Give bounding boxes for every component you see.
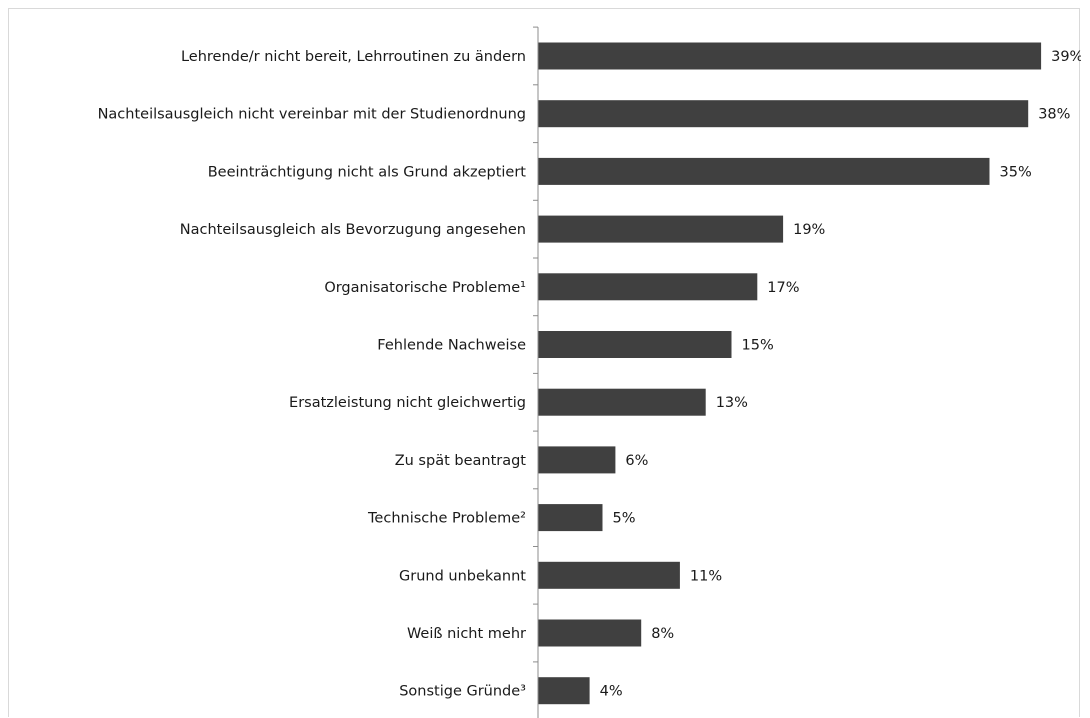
category-label-2: Beeinträchtigung nicht als Grund akzepti… — [208, 164, 527, 180]
category-label-4: Organisatorische Probleme¹ — [324, 280, 526, 296]
chart-frame: Lehrende/r nicht bereit, Lehrroutinen zu… — [8, 8, 1081, 718]
bar-11 — [538, 677, 590, 705]
bar-5 — [538, 331, 732, 358]
value-label-4: 17% — [767, 280, 799, 296]
value-labels: 39% 38% 35% 19% 17% 15% 13% 6% 5% 11% 8% 4% — [600, 49, 1081, 700]
value-label-3: 19% — [793, 222, 825, 238]
value-label-1: 38% — [1038, 107, 1070, 123]
value-label-5: 15% — [742, 338, 774, 354]
category-label-11: Sonstige Gründe³ — [399, 684, 526, 700]
category-label-9: Grund unbekannt — [399, 568, 526, 584]
category-label-5: Fehlende Nachweise — [377, 338, 526, 354]
bar-1 — [538, 100, 1029, 128]
category-label-6: Ersatzleistung nicht gleichwertig — [289, 395, 526, 411]
category-label-1: Nachteilsausgleich nicht vereinbar mit d… — [98, 107, 526, 123]
bar-4 — [538, 273, 758, 301]
value-label-6: 13% — [716, 395, 748, 411]
bar-10 — [538, 619, 642, 647]
bar-2 — [538, 157, 990, 185]
value-label-2: 35% — [1000, 164, 1032, 180]
bar-7 — [538, 446, 616, 474]
category-label-3: Nachteilsausgleich als Bevorzugung anges… — [180, 222, 526, 238]
bar-9 — [538, 561, 680, 589]
bar-chart: Lehrende/r nicht bereit, Lehrroutinen zu… — [98, 26, 1081, 718]
category-label-7: Zu spät beantragt — [395, 453, 527, 469]
value-label-10: 8% — [651, 626, 674, 642]
value-label-7: 6% — [625, 453, 648, 469]
bar-3 — [538, 215, 784, 243]
category-labels: Lehrende/r nicht bereit, Lehrroutinen zu… — [98, 49, 527, 700]
bar-8 — [538, 504, 603, 532]
bars-layer — [538, 42, 1042, 705]
category-label-0: Lehrende/r nicht bereit, Lehrroutinen zu… — [181, 49, 526, 65]
category-label-8: Technische Probleme² — [367, 511, 526, 527]
value-label-11: 4% — [600, 684, 623, 700]
value-label-9: 11% — [690, 568, 722, 584]
y-axis — [533, 26, 539, 718]
category-label-10: Weiß nicht mehr — [407, 626, 526, 642]
bar-6 — [538, 388, 706, 416]
value-label-8: 5% — [613, 511, 636, 527]
bar-0 — [538, 42, 1042, 70]
value-label-0: 39% — [1051, 49, 1081, 65]
